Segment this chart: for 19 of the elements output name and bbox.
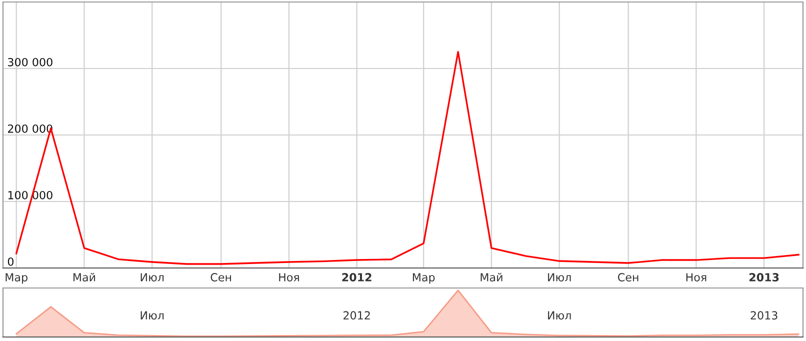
x-tick-label: Ноя (279, 273, 299, 282)
x-tick-label: 2012 (342, 273, 372, 282)
x-tick-label: Июл (140, 273, 164, 282)
x-tick-label: 2012 (344, 311, 370, 320)
y-tick-label: 0 (8, 257, 14, 266)
y-tick-label: 100 000 (8, 190, 52, 200)
x-tick-label: Июл (548, 311, 571, 320)
x-tick-label: Ноя (686, 273, 706, 282)
x-tick-label: Сен (210, 273, 231, 282)
x-tick-label: Июл (548, 273, 571, 282)
x-tick-label: Сен (618, 273, 638, 282)
x-tick-label: 2013 (750, 311, 778, 320)
y-tick-label: 300 000 (8, 58, 52, 66)
x-tick-label: Май (74, 272, 96, 282)
x-tick-label: Май (480, 272, 502, 282)
x-tick-label: Июл (140, 311, 164, 320)
x-tick-label: Мар (6, 273, 28, 284)
x-tick-label: 2013 (749, 273, 779, 282)
x-tick-label: Мар (412, 273, 435, 284)
